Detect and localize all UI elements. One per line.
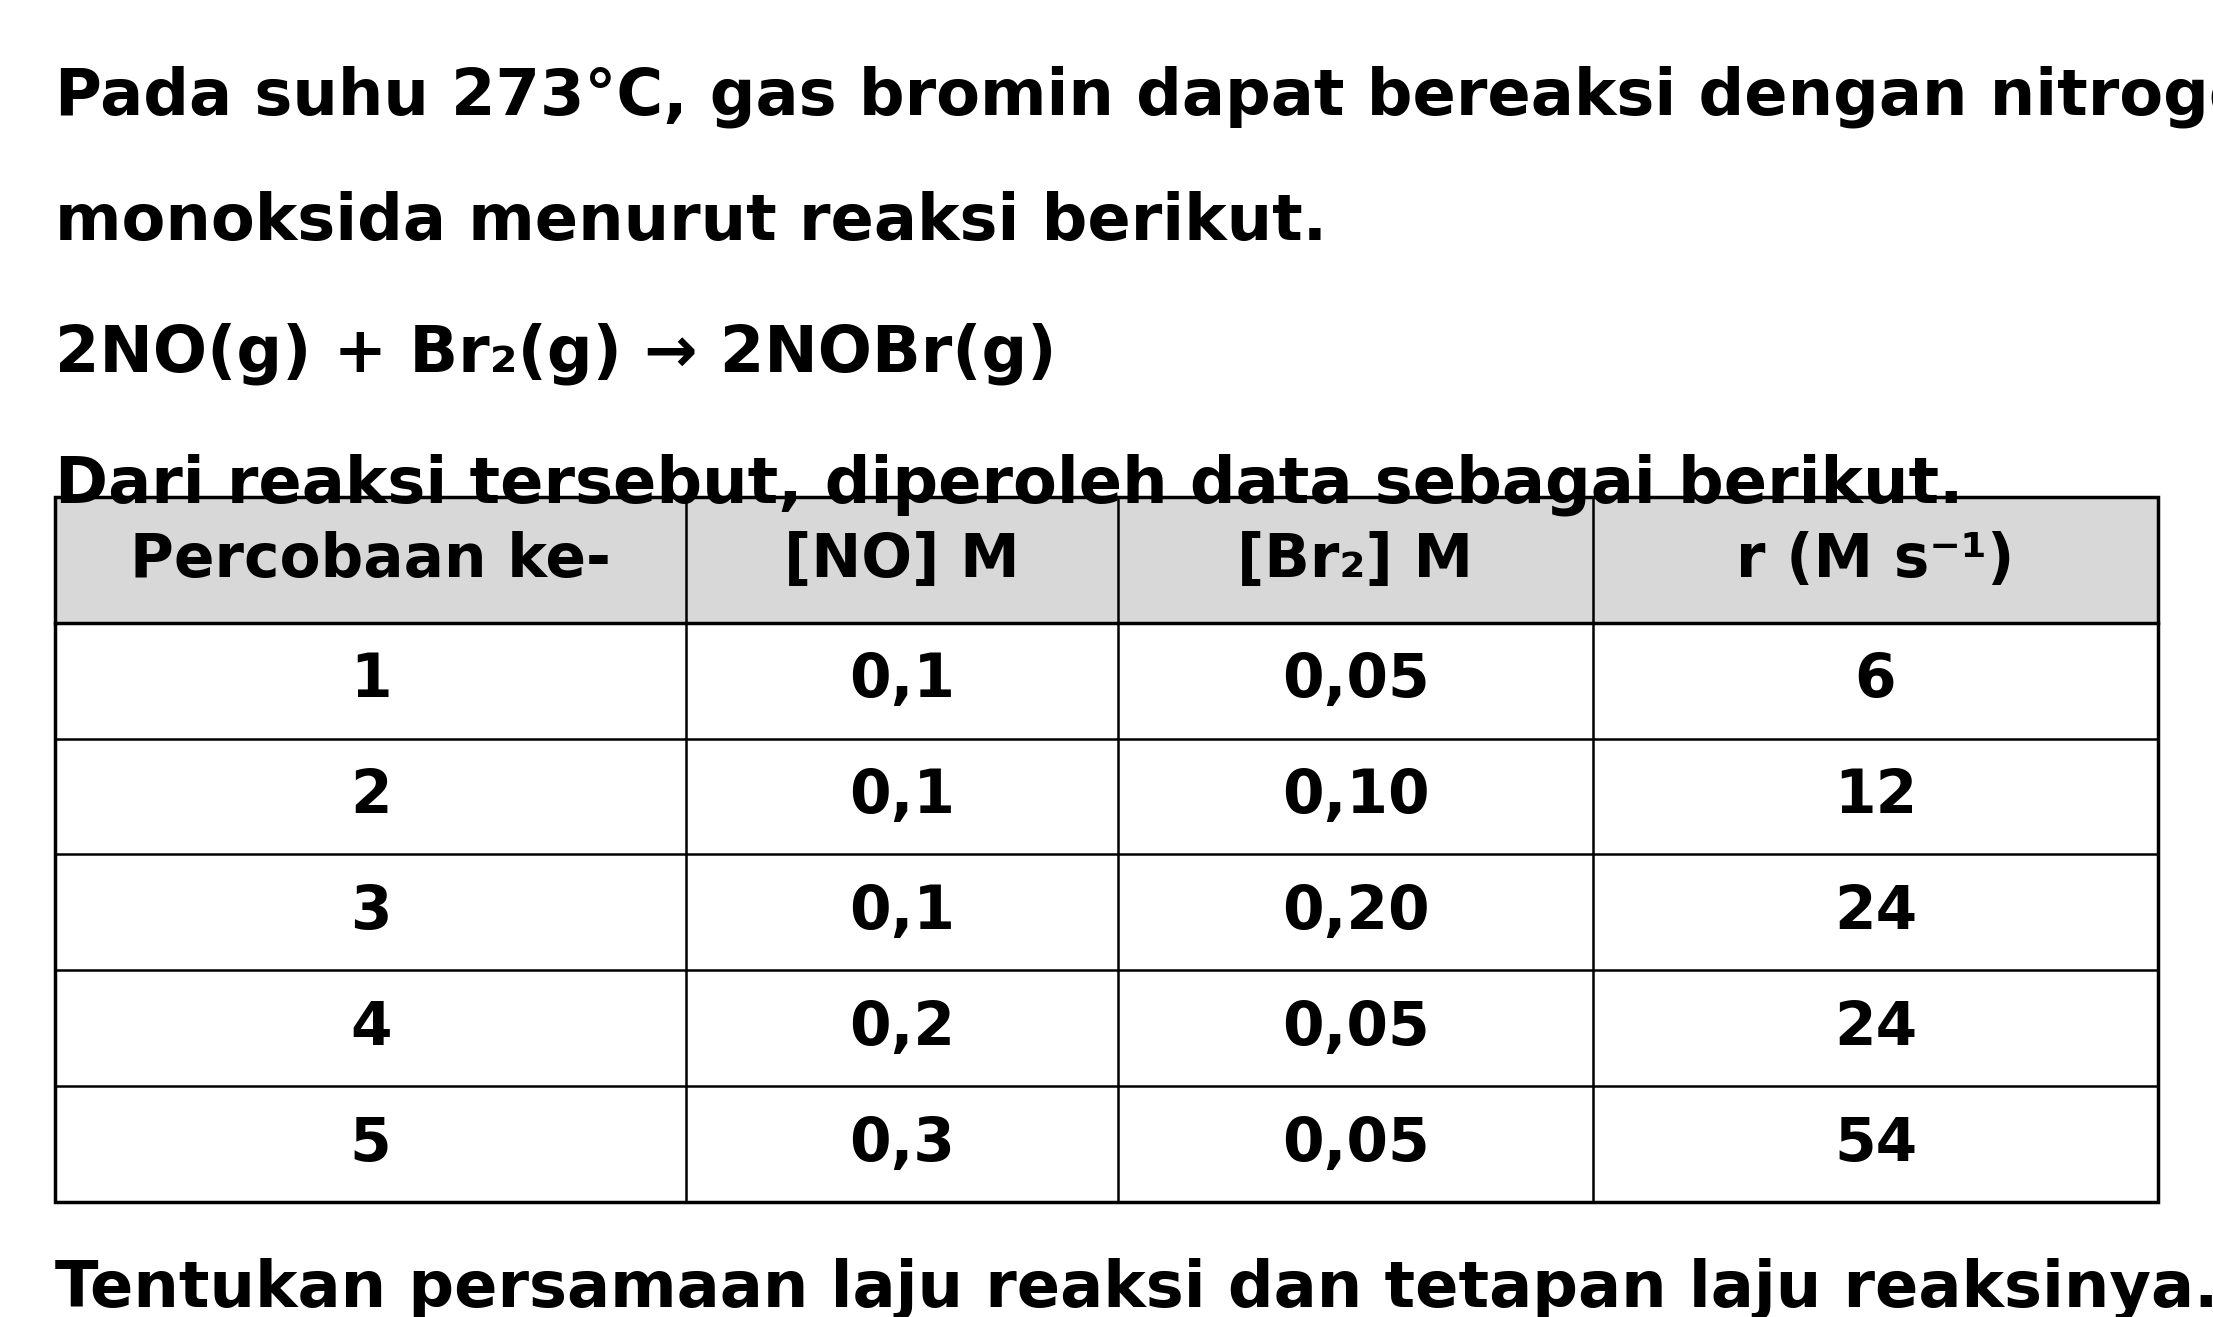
Text: Dari reaksi tersebut, diperoleh data sebagai berikut.: Dari reaksi tersebut, diperoleh data seb… xyxy=(55,453,1963,516)
Text: 5: 5 xyxy=(350,1114,392,1173)
Text: 0,1: 0,1 xyxy=(850,651,954,710)
Text: 0,3: 0,3 xyxy=(850,1114,954,1173)
Bar xyxy=(55,855,2158,971)
Bar xyxy=(55,1087,2158,1202)
Text: Tentukan persamaan laju reaksi dan tetapan laju reaksinya.: Tentukan persamaan laju reaksi dan tetap… xyxy=(55,1258,2213,1317)
Text: 24: 24 xyxy=(1835,998,1916,1058)
Text: 0,05: 0,05 xyxy=(1281,1114,1430,1173)
Text: Pada suhu 273°C, gas bromin dapat bereaksi dengan nitrogen: Pada suhu 273°C, gas bromin dapat bereak… xyxy=(55,66,2213,128)
Text: 54: 54 xyxy=(1835,1114,1916,1173)
Text: 0,10: 0,10 xyxy=(1281,766,1430,826)
Text: 0,2: 0,2 xyxy=(850,998,954,1058)
Text: 0,20: 0,20 xyxy=(1281,882,1430,942)
Text: r (M s⁻¹): r (M s⁻¹) xyxy=(1737,531,2014,590)
Text: 4: 4 xyxy=(350,998,392,1058)
Bar xyxy=(55,971,2158,1087)
Text: 2: 2 xyxy=(350,766,392,826)
Text: monoksida menurut reaksi berikut.: monoksida menurut reaksi berikut. xyxy=(55,191,1328,253)
Bar xyxy=(55,498,2158,1202)
Text: 12: 12 xyxy=(1835,766,1916,826)
Text: Percobaan ke-: Percobaan ke- xyxy=(131,531,611,590)
Text: 1: 1 xyxy=(350,651,392,710)
Text: [Br₂] M: [Br₂] M xyxy=(1237,531,1474,590)
Text: 0,1: 0,1 xyxy=(850,882,954,942)
Text: 0,1: 0,1 xyxy=(850,766,954,826)
Text: 2NO(g) + Br₂(g) → 2NOBr(g): 2NO(g) + Br₂(g) → 2NOBr(g) xyxy=(55,323,1058,385)
Bar xyxy=(55,739,2158,855)
Text: [NO] M: [NO] M xyxy=(783,531,1020,590)
Bar xyxy=(55,623,2158,739)
Text: 0,05: 0,05 xyxy=(1281,998,1430,1058)
Text: 24: 24 xyxy=(1835,882,1916,942)
Bar xyxy=(55,498,2158,623)
Text: 0,05: 0,05 xyxy=(1281,651,1430,710)
Text: 6: 6 xyxy=(1854,651,1897,710)
Text: 3: 3 xyxy=(350,882,392,942)
